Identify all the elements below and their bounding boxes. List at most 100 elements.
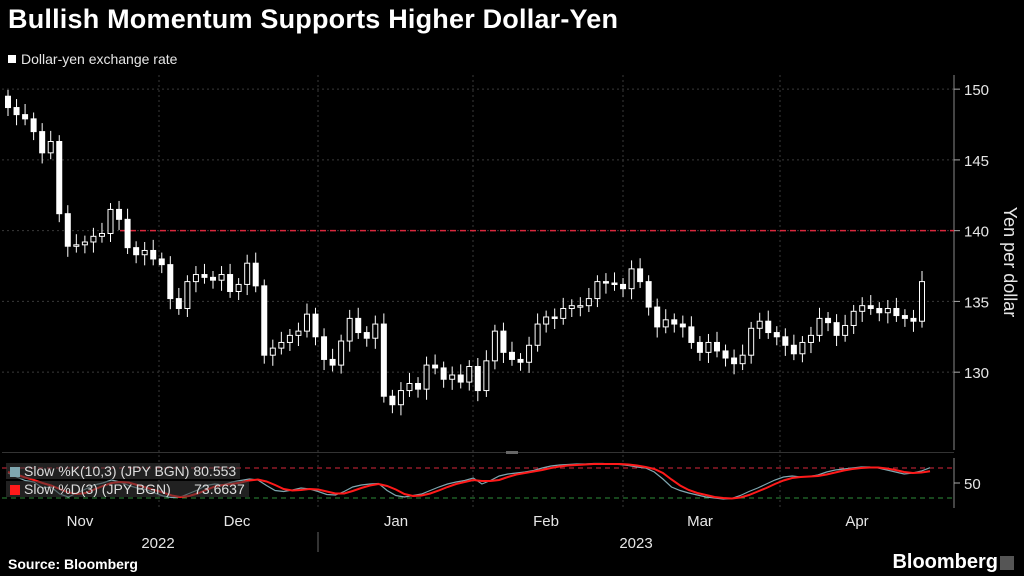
candle-down xyxy=(56,141,63,215)
candle-down xyxy=(602,281,609,284)
candle-down xyxy=(380,323,387,397)
source-note: Source: Bloomberg xyxy=(8,556,138,572)
candle-down xyxy=(22,114,29,120)
candle-up xyxy=(884,307,891,314)
candle-down xyxy=(227,274,234,293)
panel-separator xyxy=(2,452,954,453)
candle-down xyxy=(500,330,507,353)
candle-up xyxy=(278,341,285,349)
slow-d-label: Slow %D(3) (JPY BGN) xyxy=(24,481,171,497)
candle-down xyxy=(765,320,772,334)
y-tick-label: 135 xyxy=(964,294,989,311)
candle-down xyxy=(893,307,900,317)
x-month-label: Nov xyxy=(67,513,94,530)
candle-down xyxy=(517,358,524,363)
candle-up xyxy=(739,354,746,365)
series-legend-label: Dollar-yen exchange rate xyxy=(21,51,178,67)
candle-down xyxy=(167,264,174,300)
candle-up xyxy=(568,305,575,309)
candle-down xyxy=(64,213,71,247)
candle-down xyxy=(321,336,328,360)
candle-down xyxy=(30,118,37,133)
x-month-label: Apr xyxy=(845,513,868,530)
candle-up xyxy=(577,305,584,308)
candle-down xyxy=(833,322,840,336)
candle-down xyxy=(611,282,618,286)
candle-up xyxy=(534,323,541,346)
candle-down xyxy=(773,332,780,338)
candle-down xyxy=(457,374,464,383)
candle-down xyxy=(158,258,165,266)
candle-up xyxy=(756,320,763,329)
candle-up xyxy=(47,141,54,154)
bloomberg-logo: Bloomberg xyxy=(892,551,998,573)
panel-drag-handle xyxy=(506,451,518,454)
candle-down xyxy=(133,247,140,256)
series-swatch xyxy=(8,55,16,63)
candle-down xyxy=(124,218,131,249)
candle-up xyxy=(397,390,404,406)
candle-down xyxy=(116,208,123,220)
y-tick-label: 130 xyxy=(964,365,989,382)
candle-down xyxy=(312,313,319,338)
slow-k-legend: Slow %K(10,3) (JPY BGN) 80.553 xyxy=(6,463,241,479)
candle-up xyxy=(423,364,430,390)
slow-k-label: Slow %K(10,3) (JPY BGN) xyxy=(24,463,190,479)
candle-down xyxy=(13,107,20,116)
candle-down xyxy=(150,249,157,260)
candle-down xyxy=(679,323,686,328)
candle-up xyxy=(816,317,823,336)
candle-down xyxy=(415,382,422,390)
candle-up xyxy=(218,274,225,281)
candle-down xyxy=(329,358,336,366)
y-axis-label: Yen per dollar xyxy=(1000,207,1020,317)
candle-down xyxy=(210,276,217,281)
x-year-label: 2022 xyxy=(141,535,174,552)
candle-up xyxy=(235,283,242,293)
x-year-label: 2023 xyxy=(619,535,652,552)
candle-down xyxy=(688,326,695,343)
candle-down xyxy=(175,298,182,309)
candle-up xyxy=(919,281,925,322)
candle-up xyxy=(406,382,413,392)
candle-down xyxy=(722,350,729,359)
candle-down xyxy=(39,131,46,154)
candle-up xyxy=(192,274,199,283)
y-tick-label: 140 xyxy=(964,224,989,241)
candle-up xyxy=(662,319,669,328)
candle-up xyxy=(81,241,88,246)
candle-down xyxy=(867,305,874,309)
candle-up xyxy=(705,341,712,353)
candle-up xyxy=(184,281,191,309)
series-legend: Dollar-yen exchange rate xyxy=(8,51,177,67)
candle-down xyxy=(261,285,268,356)
x-month-label: Jan xyxy=(384,513,408,530)
candle-up xyxy=(107,208,114,234)
candle-down xyxy=(654,306,661,328)
candle-up xyxy=(244,262,251,285)
candle-up xyxy=(372,323,379,339)
slow-d-legend: Slow %D(3) (JPY BGN) 73.6637 xyxy=(6,481,249,497)
candle-down xyxy=(440,367,447,380)
candle-down xyxy=(355,317,362,334)
candle-up xyxy=(269,347,276,356)
candle-down xyxy=(363,332,370,339)
indicator-tick-label: 50 xyxy=(964,476,981,493)
candle-up xyxy=(141,249,148,256)
candle-up xyxy=(842,324,849,336)
candle-up xyxy=(628,268,635,290)
slow-k-value: 80.553 xyxy=(193,463,237,479)
candle-down xyxy=(825,317,832,324)
candle-down xyxy=(790,344,797,355)
candle-up xyxy=(799,341,806,355)
candle-up xyxy=(491,330,498,362)
candle-down xyxy=(910,317,917,322)
candle-up xyxy=(338,340,345,366)
candle-down xyxy=(671,319,678,325)
candle-down xyxy=(713,341,720,352)
candle-down xyxy=(901,315,908,319)
slow-d-value: 73.6637 xyxy=(194,481,245,497)
candle-down xyxy=(201,274,208,278)
candle-up xyxy=(850,310,857,326)
